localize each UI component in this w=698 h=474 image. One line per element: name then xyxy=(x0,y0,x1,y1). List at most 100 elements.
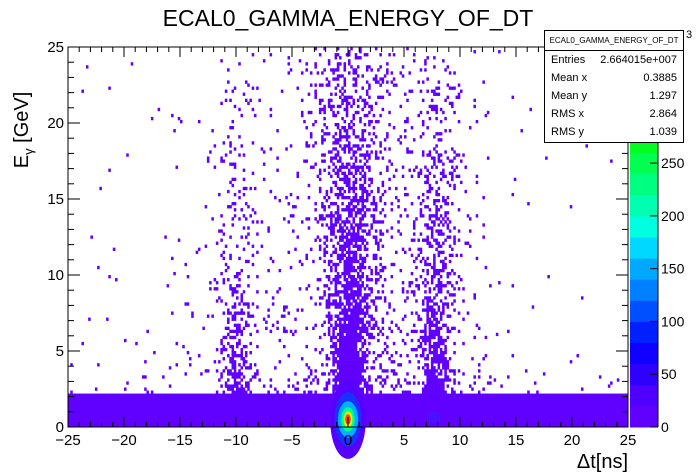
heatmap-cell xyxy=(442,390,445,394)
heatmap-cell xyxy=(244,344,248,349)
heatmap-cell xyxy=(421,153,425,157)
heatmap-cell xyxy=(227,135,230,139)
colorbar-tick-label: 100 xyxy=(661,313,685,329)
heatmap-cell xyxy=(164,235,167,239)
heatmap-cell xyxy=(303,378,306,382)
heatmap-cell xyxy=(363,205,367,209)
heatmap-cell xyxy=(341,244,344,248)
heatmap-cell xyxy=(428,116,432,121)
heatmap-cell xyxy=(305,62,308,66)
heatmap-cell xyxy=(356,104,360,109)
heatmap-cell xyxy=(327,195,331,200)
heatmap-cell xyxy=(433,56,436,60)
heatmap-cell xyxy=(348,296,351,300)
heatmap-cell xyxy=(222,278,226,282)
heatmap-cell xyxy=(327,329,331,334)
heatmap-cell xyxy=(240,235,244,239)
heatmap-cell xyxy=(381,244,385,248)
heatmap-cell xyxy=(213,144,217,148)
heatmap-cell xyxy=(339,135,342,139)
heatmap-cell xyxy=(361,165,364,169)
heatmap-cell xyxy=(365,311,369,315)
heatmap-cell xyxy=(341,302,344,306)
heatmap-cell xyxy=(363,199,367,203)
heatmap-cell xyxy=(365,80,369,84)
heatmap-cell xyxy=(144,375,147,379)
heatmap-cell xyxy=(428,308,432,312)
heatmap-cell xyxy=(448,183,452,188)
heatmap-cell xyxy=(334,138,338,142)
heatmap-cell xyxy=(361,195,364,200)
heatmap-cell xyxy=(388,123,391,127)
heatmap-cell xyxy=(177,116,181,121)
heatmap-cell xyxy=(336,68,340,72)
heatmap-cell xyxy=(336,104,340,109)
heatmap-cell xyxy=(325,126,329,130)
heatmap-cell xyxy=(309,381,313,385)
heatmap-cell xyxy=(343,326,347,331)
heatmap-cell xyxy=(220,351,223,355)
heatmap-cell xyxy=(401,290,405,294)
heatmap-cell xyxy=(330,98,333,103)
heatmap-cell xyxy=(330,369,333,373)
heatmap-cell xyxy=(325,192,329,197)
heatmap-cell xyxy=(437,338,441,343)
heatmap-cell xyxy=(395,168,398,172)
heatmap-cell xyxy=(444,238,447,242)
heatmap-cell xyxy=(345,53,349,57)
heatmap-cell xyxy=(486,156,490,160)
heatmap-cell xyxy=(356,165,360,169)
heatmap-cell xyxy=(267,308,270,312)
heatmap-cell xyxy=(363,369,367,373)
heatmap-cell xyxy=(350,278,353,282)
heatmap-cell xyxy=(381,192,385,197)
heatmap-cell xyxy=(442,250,445,255)
heatmap-cell xyxy=(435,384,438,388)
heatmap-cell xyxy=(352,281,356,285)
heatmap-cell xyxy=(260,147,264,151)
heatmap-cell xyxy=(345,311,349,315)
heatmap-cell xyxy=(437,271,441,276)
heatmap-cell xyxy=(383,378,387,382)
heatmap-cell xyxy=(323,320,326,324)
x-tick-label: 25 xyxy=(620,432,637,449)
heatmap-cell xyxy=(318,278,322,282)
heatmap-cell xyxy=(428,347,432,352)
heatmap-cell xyxy=(435,329,438,334)
heatmap-cell xyxy=(365,354,369,358)
heatmap-cell xyxy=(433,296,436,300)
heatmap-cell xyxy=(486,381,490,385)
heatmap-cell xyxy=(220,375,223,379)
heatmap-cell xyxy=(249,366,252,370)
heatmap-cell xyxy=(437,250,441,255)
heatmap-cell xyxy=(368,314,371,318)
y-tick-label: 0 xyxy=(56,419,64,436)
heatmap-cell xyxy=(428,296,432,300)
heatmap-cell xyxy=(363,338,367,343)
heatmap-cell xyxy=(356,305,360,309)
heatmap-cell xyxy=(321,107,324,112)
heatmap-cell xyxy=(348,123,351,127)
heatmap-cell xyxy=(341,229,344,233)
heatmap-cell xyxy=(370,290,373,294)
heatmap-cell xyxy=(339,74,342,78)
heatmap-cell xyxy=(435,381,438,385)
heatmap-cell xyxy=(348,256,351,261)
heatmap-cell xyxy=(446,281,450,285)
heatmap-cell xyxy=(446,217,450,221)
heatmap-cell xyxy=(283,329,286,334)
heatmap-cell xyxy=(354,357,358,361)
heatmap-cell xyxy=(433,372,436,376)
heatmap-cell xyxy=(336,281,340,285)
heatmap-cell xyxy=(341,271,344,276)
heatmap-cell xyxy=(354,381,358,385)
heatmap-cell xyxy=(451,171,454,175)
heatmap-cell xyxy=(412,259,416,264)
heatmap-cell xyxy=(435,189,438,194)
heatmap-cell xyxy=(343,293,347,297)
heatmap-cell xyxy=(435,387,438,391)
heatmap-cell xyxy=(233,177,237,182)
heatmap-cell xyxy=(439,107,443,112)
heatmap-cell xyxy=(350,47,353,51)
heatmap-cell xyxy=(356,363,360,367)
